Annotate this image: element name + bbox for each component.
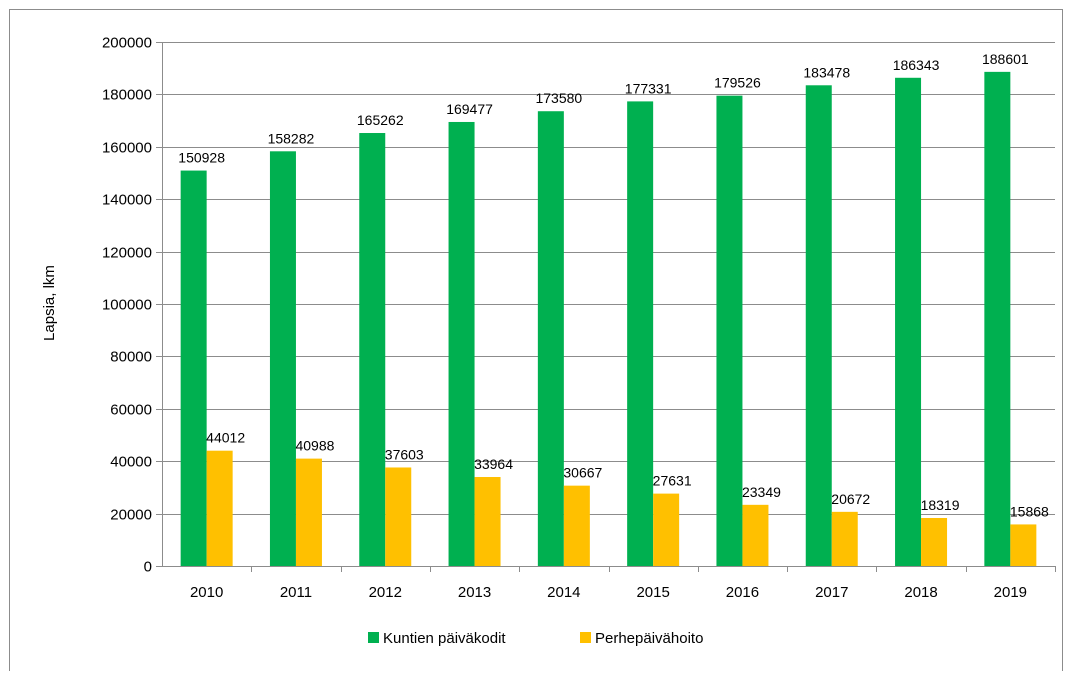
bar-perhepaivahoito xyxy=(1010,524,1037,566)
data-label: 169477 xyxy=(446,101,493,117)
y-tick-label: 160000 xyxy=(102,140,152,157)
y-tick-label: 20000 xyxy=(110,507,152,524)
y-tick-label: 180000 xyxy=(102,87,152,104)
bar-perhepaivahoito xyxy=(742,504,769,566)
x-tick-label: 2011 xyxy=(280,584,312,601)
legend-swatch xyxy=(580,632,591,643)
legend-swatch xyxy=(368,632,379,643)
data-label: 30667 xyxy=(563,465,602,481)
data-label: 173580 xyxy=(535,90,582,106)
data-label: 40988 xyxy=(295,438,334,454)
legend-label: Kuntien päiväkodit xyxy=(383,630,506,647)
x-tick-label: 2014 xyxy=(547,584,580,601)
data-label: 18319 xyxy=(921,497,960,513)
bar-kuntien-paivakodit xyxy=(984,71,1011,566)
bar-kuntien-paivakodit xyxy=(269,151,296,567)
legend: Kuntien päiväkodit Perhepäivähoito xyxy=(368,630,703,647)
y-tick-label: 200000 xyxy=(102,35,152,52)
x-tick-label: 2018 xyxy=(904,584,937,601)
bar-perhepaivahoito xyxy=(206,450,233,566)
bar-perhepaivahoito xyxy=(921,518,948,566)
bars xyxy=(180,71,1037,567)
y-tick-label: 100000 xyxy=(102,297,152,314)
data-label: 37603 xyxy=(385,446,424,462)
x-tick-label: 2019 xyxy=(994,584,1027,601)
data-label: 20672 xyxy=(831,491,870,507)
y-tick-label: 140000 xyxy=(102,192,152,209)
legend-label: Perhepäivähoito xyxy=(595,630,703,647)
bar-perhepaivahoito xyxy=(295,458,322,566)
y-tick-label: 40000 xyxy=(110,454,152,471)
data-label: 179526 xyxy=(714,75,761,91)
bar-kuntien-paivakodit xyxy=(895,77,922,566)
y-tick-label: 60000 xyxy=(110,402,152,419)
x-tick-label: 2017 xyxy=(815,584,848,601)
y-tick-label: 120000 xyxy=(102,245,152,262)
y-axis-title: Lapsia, lkm xyxy=(41,265,58,341)
data-label: 23349 xyxy=(742,484,781,500)
data-label: 27631 xyxy=(653,473,692,489)
bar-kuntien-paivakodit xyxy=(537,111,564,566)
bar-kuntien-paivakodit xyxy=(180,170,207,566)
x-tick-label: 2012 xyxy=(369,584,402,601)
y-tick-label: 0 xyxy=(144,559,152,576)
axes: 0 20000 40000 60000 80000 100000 120000 140000 1… xyxy=(102,35,1056,601)
data-label: 158282 xyxy=(268,130,315,146)
data-label: 183478 xyxy=(803,64,850,80)
bar-kuntien-paivakodit xyxy=(448,121,475,566)
data-labels: 150928 44012 158282 40988 165262 37603 169477 3… xyxy=(178,51,1049,520)
bar-perhepaivahoito xyxy=(563,485,590,566)
data-label: 186343 xyxy=(893,57,940,73)
data-label: 44012 xyxy=(206,430,245,446)
x-tick-label: 2010 xyxy=(190,584,223,601)
bar-kuntien-paivakodit xyxy=(359,133,386,567)
bar-perhepaivahoito xyxy=(385,467,412,566)
bar-kuntien-paivakodit xyxy=(716,95,743,566)
data-label: 150928 xyxy=(178,150,225,166)
y-tick-label: 80000 xyxy=(110,349,152,366)
bar-kuntien-paivakodit xyxy=(805,85,832,566)
bar-perhepaivahoito xyxy=(474,477,501,566)
bar-perhepaivahoito xyxy=(831,511,858,566)
bar-kuntien-paivakodit xyxy=(627,101,654,567)
bar-perhepaivahoito xyxy=(653,493,680,566)
x-tick-label: 2013 xyxy=(458,584,491,601)
data-label: 165262 xyxy=(357,112,404,128)
x-tick-label: 2015 xyxy=(636,584,669,601)
x-tick-label: 2016 xyxy=(726,584,759,601)
data-label: 33964 xyxy=(474,456,513,472)
data-label: 177331 xyxy=(625,80,672,96)
data-label: 188601 xyxy=(982,51,1029,67)
data-label: 15868 xyxy=(1010,503,1049,519)
